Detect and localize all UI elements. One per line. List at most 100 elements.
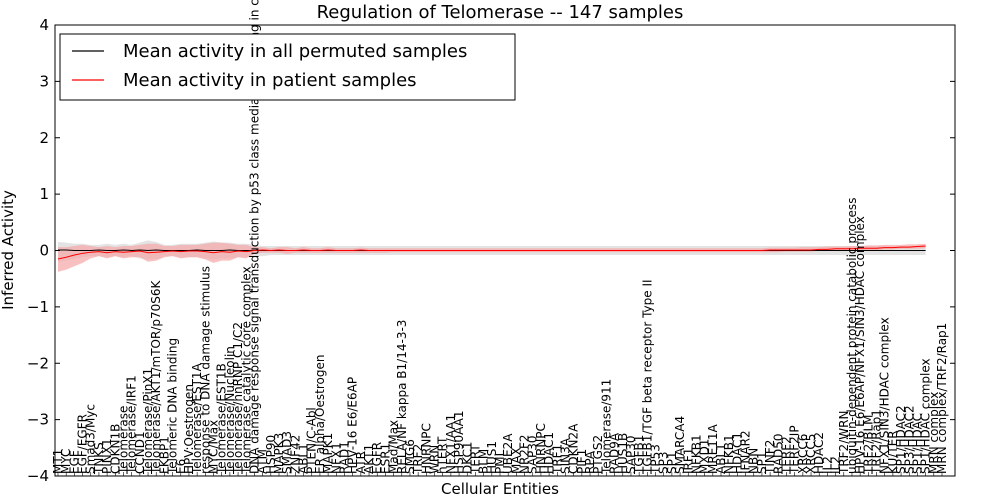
category-label: response to DNA damage stimulus (198, 266, 212, 474)
category-label: HDAC2 (812, 432, 826, 474)
category-label: RAD1 (337, 441, 351, 474)
category-label: SMAD3 (280, 431, 294, 474)
category-label: EGF (67, 450, 81, 474)
legend: Mean activity in all permuted samples Mea… (59, 33, 516, 101)
category-label: TRF1 (550, 444, 564, 475)
category-label: IRF1 (681, 448, 695, 474)
category-label: CDKN2A (567, 423, 581, 474)
category-label: ESR1 (378, 443, 392, 474)
category-label: Telomerase/911 (599, 379, 613, 475)
category-label: PTGS2 (591, 435, 605, 474)
y-tick-label: −4 (27, 467, 49, 485)
series-line-1 (57, 245, 926, 260)
category-label: DKC1 (460, 442, 474, 474)
category-label: SP3 (657, 452, 671, 475)
category-label: IL2 (829, 456, 843, 474)
category-label: SMG6 (403, 439, 417, 474)
category-label: TRF2 (411, 444, 425, 475)
y-tick-label: 2 (39, 129, 49, 147)
category-label: HPV:Oestrogen (182, 384, 196, 474)
y-axis-ticks: −4 −3 −2 −1 0 1 2 3 4 (27, 16, 955, 485)
category-label: Telomerase catalytic core complex (239, 266, 253, 475)
category-label: DNA damage response signal transduction … (247, 0, 261, 474)
category-label: FKBP1 (157, 436, 171, 474)
category-label: SP1 (755, 452, 769, 475)
category-label: ATR (354, 451, 368, 474)
category-label: SIN3A (558, 437, 572, 474)
category-label: CCND1 (133, 431, 147, 474)
y-tick-label: 4 (39, 16, 49, 34)
category-label: CDKN1B (108, 424, 122, 474)
category-label: MYC (59, 449, 73, 474)
y-tick-label: −3 (27, 411, 49, 429)
y-tick-label: 1 (39, 185, 49, 203)
category-label: MXD1 (698, 439, 712, 474)
category-label: NR2F2 (518, 435, 532, 475)
category-label: WRN (428, 445, 442, 474)
category-label: NBN (747, 448, 761, 474)
category-label: PIF1 (575, 449, 589, 474)
category-label: Mad/Max (387, 420, 401, 474)
category-label: HUS1B (616, 433, 630, 474)
category-labels: MT1MYCEGFEGF/EGFRSmad3/MycTNKSPINX1CDKN1… (51, 0, 949, 476)
category-label: TGFB1/TGF beta receptor Type II (640, 279, 654, 475)
x-axis-label: Cellular Entities (441, 480, 559, 498)
y-tick-label: 0 (39, 242, 49, 260)
category-label: TP53 (649, 444, 663, 475)
category-label: XRCC5 (804, 434, 818, 474)
category-label: hTERT (436, 436, 450, 474)
category-label: Telomerase/EST1B (215, 363, 229, 475)
category-label: NFX1 (329, 442, 343, 474)
legend-box (59, 33, 516, 101)
category-label: NFKB1 (689, 434, 703, 474)
category-label: ATM (256, 449, 270, 474)
category-label: E6 (174, 459, 188, 474)
category-label: TNKS (92, 442, 106, 475)
category-label: IFNAR2 (739, 430, 753, 474)
category-label: Smad3/Myc (84, 404, 98, 474)
category-label: TERT (468, 444, 482, 475)
category-label: SP1 (665, 452, 679, 475)
category-label: AKT1 (362, 444, 376, 474)
category-label: SAP30 (526, 435, 540, 474)
category-label: Telomerase (116, 406, 130, 475)
category-label: PINX1 (100, 438, 114, 474)
category-label: Telomerase/PinX1 (141, 368, 155, 475)
category-label: RAD9A (608, 432, 622, 474)
category-label: TRF2/BLM (861, 414, 875, 475)
category-label: Telomerase/IRF1 (125, 375, 139, 475)
category-label: SP3/HDAC2 (902, 405, 916, 474)
category-label: SP1/HDAC2 (894, 405, 908, 474)
category-label: HNRNPC (419, 423, 433, 474)
category-label: HDAC1 (542, 432, 556, 474)
category-label: Telomeric DNA binding (166, 338, 180, 475)
category-label: Telomerase/hnRNP C1/C2 (231, 322, 245, 475)
category-label: MRN complex (927, 392, 941, 474)
category-label: HUS1 (485, 441, 499, 474)
category-label: HPV-16 E6/E6AP (346, 377, 360, 474)
category-label: ubiquitin-dependent protein catabolic pr… (845, 198, 859, 474)
category-label: RELA/NF kappa B1/14-3-3 (395, 320, 409, 474)
category-label: HPV-16 E6/E6AP/NFX1/SIN3/HDAC complex (853, 216, 867, 474)
category-label: TERF2 (779, 436, 793, 475)
category-label: MRE11A (706, 423, 720, 474)
category-label: MYC/Max (207, 420, 221, 474)
category-label: TRF2/WRN (837, 411, 851, 475)
category-label: Telomerase/AKT1/mTOR/p70S6K (149, 279, 163, 475)
series-lines (57, 245, 926, 260)
category-label: MRN complex/TRF2/Rap1 (935, 323, 949, 474)
category-label: KU/TER (886, 430, 900, 474)
category-label: ABL1 (297, 443, 311, 474)
legend-entry-label: Mean activity in all permuted samples (123, 41, 467, 62)
category-label: SAP30 (624, 435, 638, 474)
category-label: ZNF42 (288, 435, 302, 474)
legend-entry-label: Mean activity in patient samples (123, 70, 417, 91)
y-tick-label: −2 (27, 354, 49, 372)
category-label: ABL1 (714, 443, 728, 474)
category-label: MAPK3 (272, 433, 286, 474)
category-label: MAX (509, 447, 523, 474)
category-label: HSP90 (264, 435, 278, 474)
category-label: SP1/HDAC complex (919, 358, 933, 474)
category-label: EGFR (370, 442, 384, 474)
